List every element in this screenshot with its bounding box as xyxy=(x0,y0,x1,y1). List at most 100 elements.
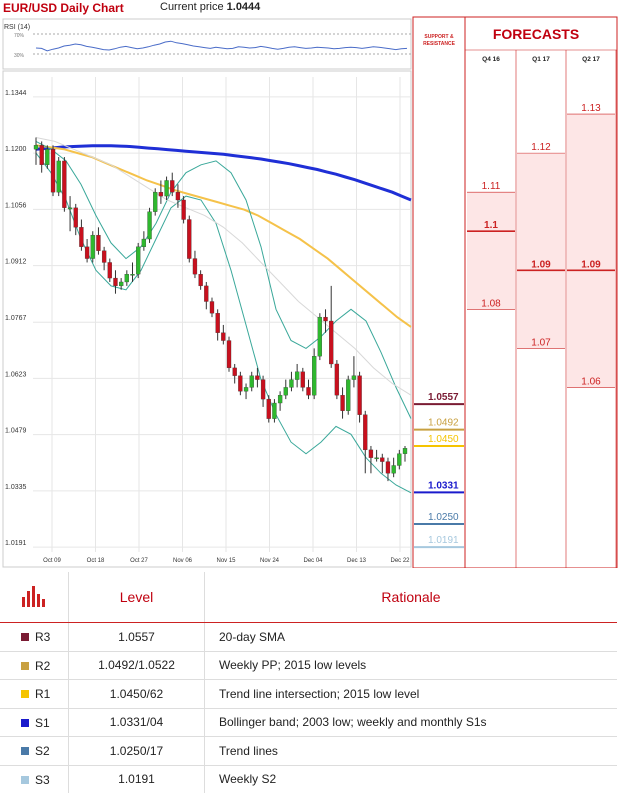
candle-body xyxy=(124,274,129,283)
candle-body xyxy=(90,234,95,259)
candle-body xyxy=(56,160,61,193)
x-tick-label: Dec 22 xyxy=(390,558,410,564)
bollinger-upper-line xyxy=(35,140,412,419)
level-label-r2: 1.0492 xyxy=(428,418,459,429)
y-axis: 1.1344 1.1200 1.1056 1.0912 1.0767 1.0623 1.04… xyxy=(5,90,27,547)
x-tick-label: Nov 24 xyxy=(260,558,280,564)
level-rationale: Bollinger band; 2003 low; weekly and mon… xyxy=(204,707,617,737)
level-label-r1: 1.0450 xyxy=(428,434,459,445)
candle-body xyxy=(221,332,226,341)
candle-body xyxy=(209,301,215,314)
level-rationale: Trend line intersection; 2015 low level xyxy=(204,679,617,708)
candles xyxy=(33,137,408,482)
candle-body xyxy=(294,371,300,380)
candle-body xyxy=(164,180,169,197)
level-swatch xyxy=(21,690,29,699)
forecast-range xyxy=(567,114,615,388)
level-value: 1.0191 xyxy=(68,764,205,793)
bollinger-mid-line xyxy=(35,137,412,396)
forecast-value: 1.09 xyxy=(581,259,601,270)
rsi-30-label: 30% xyxy=(14,53,25,59)
forecast-period-label: Q1 17 xyxy=(532,56,550,63)
level-swatch xyxy=(21,661,29,670)
level-code-cell: S1 xyxy=(0,707,69,737)
level-code-cell: S2 xyxy=(0,736,69,765)
forecast-value: 1.07 xyxy=(531,337,551,348)
forecast-value: 1.09 xyxy=(531,259,551,270)
header-level: Level xyxy=(68,572,205,623)
current-price: Current price 1.0444 xyxy=(160,1,261,13)
level-code: S1 xyxy=(35,715,50,730)
candle-body xyxy=(187,219,192,259)
candle-body xyxy=(340,395,345,411)
level-code: S3 xyxy=(35,772,50,787)
candle-body xyxy=(391,465,396,474)
forecast-value: 1.12 xyxy=(531,142,551,153)
chart-title: EUR/USD Daily Chart xyxy=(3,1,124,15)
candle-body xyxy=(368,449,374,458)
header-rationale: Rationale xyxy=(204,572,617,623)
candle-body xyxy=(334,363,340,396)
candle-body xyxy=(323,316,328,322)
y-tick-label: 1.0479 xyxy=(5,428,27,435)
candle-body xyxy=(238,375,243,392)
candle-body xyxy=(192,258,198,275)
forecast-period-label: Q4 16 xyxy=(482,56,500,63)
rsi-panel xyxy=(2,18,412,70)
candle-body xyxy=(346,379,351,411)
candle-body xyxy=(363,414,368,451)
candle-body xyxy=(226,340,232,369)
candle-body xyxy=(380,457,385,462)
candle-body xyxy=(397,453,402,466)
header-icon-cell xyxy=(0,572,69,623)
level-rationale: Weekly S2 xyxy=(204,764,617,793)
candle-body xyxy=(329,320,334,365)
candle-body xyxy=(198,274,203,287)
sma-200-line xyxy=(35,144,412,202)
candle-body xyxy=(260,379,266,400)
candle-body xyxy=(147,211,152,240)
level-label-r3: 1.0557 xyxy=(428,392,459,403)
candle-body xyxy=(113,277,118,287)
current-price-value: 1.0444 xyxy=(226,1,261,13)
candle-body xyxy=(249,375,254,388)
table-row: S3 1.0191 Weekly S2 xyxy=(0,764,617,793)
candle-body xyxy=(45,149,50,165)
y-tick-label: 1.0767 xyxy=(5,315,27,322)
candle-body xyxy=(136,246,141,275)
y-tick-label: 1.0912 xyxy=(5,259,27,266)
level-swatch xyxy=(21,633,29,642)
level-label-s1: 1.0331 xyxy=(428,480,459,491)
chart-header: EUR/USD Daily Chart Current price 1.0444 xyxy=(0,0,623,16)
level-code: R3 xyxy=(35,630,51,645)
level-code-cell: S3 xyxy=(0,764,69,793)
table-row: S2 1.0250/17 Trend lines xyxy=(0,736,617,765)
candle-body xyxy=(153,192,158,212)
x-tick-label: Oct 09 xyxy=(43,558,61,564)
table-row: R2 1.0492/1.0522 Weekly PP; 2015 low level… xyxy=(0,650,617,680)
x-tick-label: Nov 15 xyxy=(216,558,236,564)
candle-body xyxy=(215,313,220,333)
candle-body xyxy=(289,379,294,388)
candle-body xyxy=(357,375,362,415)
candle-body xyxy=(119,281,124,287)
level-value: 1.0492/1.0522 xyxy=(68,650,205,680)
level-code-cell: R2 xyxy=(0,650,69,680)
candle-body xyxy=(204,285,209,302)
forecast-value: 1.13 xyxy=(581,103,601,114)
candle-body xyxy=(175,192,181,201)
level-value: 1.0331/04 xyxy=(68,707,205,737)
level-value: 1.0250/17 xyxy=(68,736,205,765)
candle-body xyxy=(385,461,391,474)
level-code-cell: R1 xyxy=(0,679,69,708)
candle-body xyxy=(232,367,237,376)
level-swatch xyxy=(21,718,29,727)
candle-body xyxy=(33,145,39,150)
level-rationale: Trend lines xyxy=(204,736,617,765)
candle-body xyxy=(84,246,90,259)
candle-body xyxy=(79,227,84,247)
level-swatch xyxy=(21,775,29,784)
candle-body xyxy=(141,238,147,247)
support-resistance-column xyxy=(412,16,466,568)
table-row: S1 1.0331/04 Bollinger band; 2003 low; wee… xyxy=(0,707,617,737)
